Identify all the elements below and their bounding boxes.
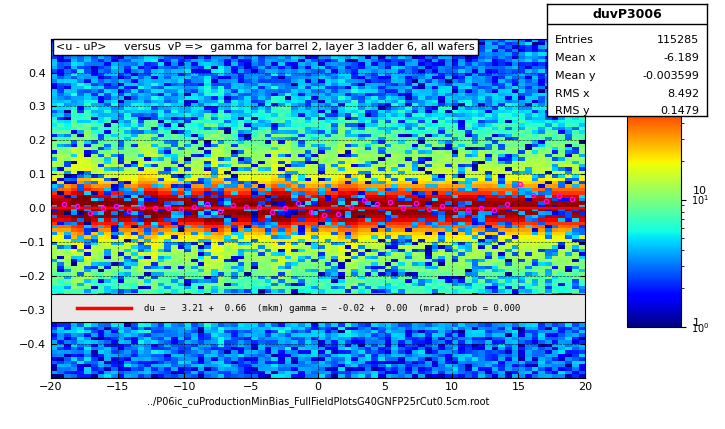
Text: -6.189: -6.189	[663, 53, 699, 63]
Text: 0.1479: 0.1479	[660, 106, 699, 116]
Text: -0.003599: -0.003599	[642, 71, 699, 81]
Text: 10: 10	[692, 186, 707, 196]
X-axis label: ../P06ic_cuProductionMinBias_FullFieldPlotsG40GNFP25rCut0.5cm.root: ../P06ic_cuProductionMinBias_FullFieldPl…	[146, 396, 489, 408]
Bar	[51, 294, 585, 322]
Text: RMS y: RMS y	[555, 106, 590, 116]
Text: Mean x: Mean x	[555, 53, 596, 63]
Text: RMS x: RMS x	[555, 88, 590, 99]
Text: 8.492: 8.492	[667, 88, 699, 99]
Text: 115285: 115285	[657, 35, 699, 45]
Text: du =   3.21 +  0.66  (mkm) gamma =  -0.02 +  0.00  (mrad) prob = 0.000: du = 3.21 + 0.66 (mkm) gamma = -0.02 + 0…	[144, 304, 521, 313]
Text: 1: 1	[692, 318, 700, 328]
Text: Mean y: Mean y	[555, 71, 596, 81]
Text: 2: 2	[692, 74, 700, 84]
Text: <u - uP>     versus  vP =>  gamma for barrel 2, layer 3 ladder 6, all wafers: <u - uP> versus vP => gamma for barrel 2…	[56, 42, 475, 52]
Text: Entries: Entries	[555, 35, 594, 45]
Text: duvP3006: duvP3006	[592, 8, 662, 21]
